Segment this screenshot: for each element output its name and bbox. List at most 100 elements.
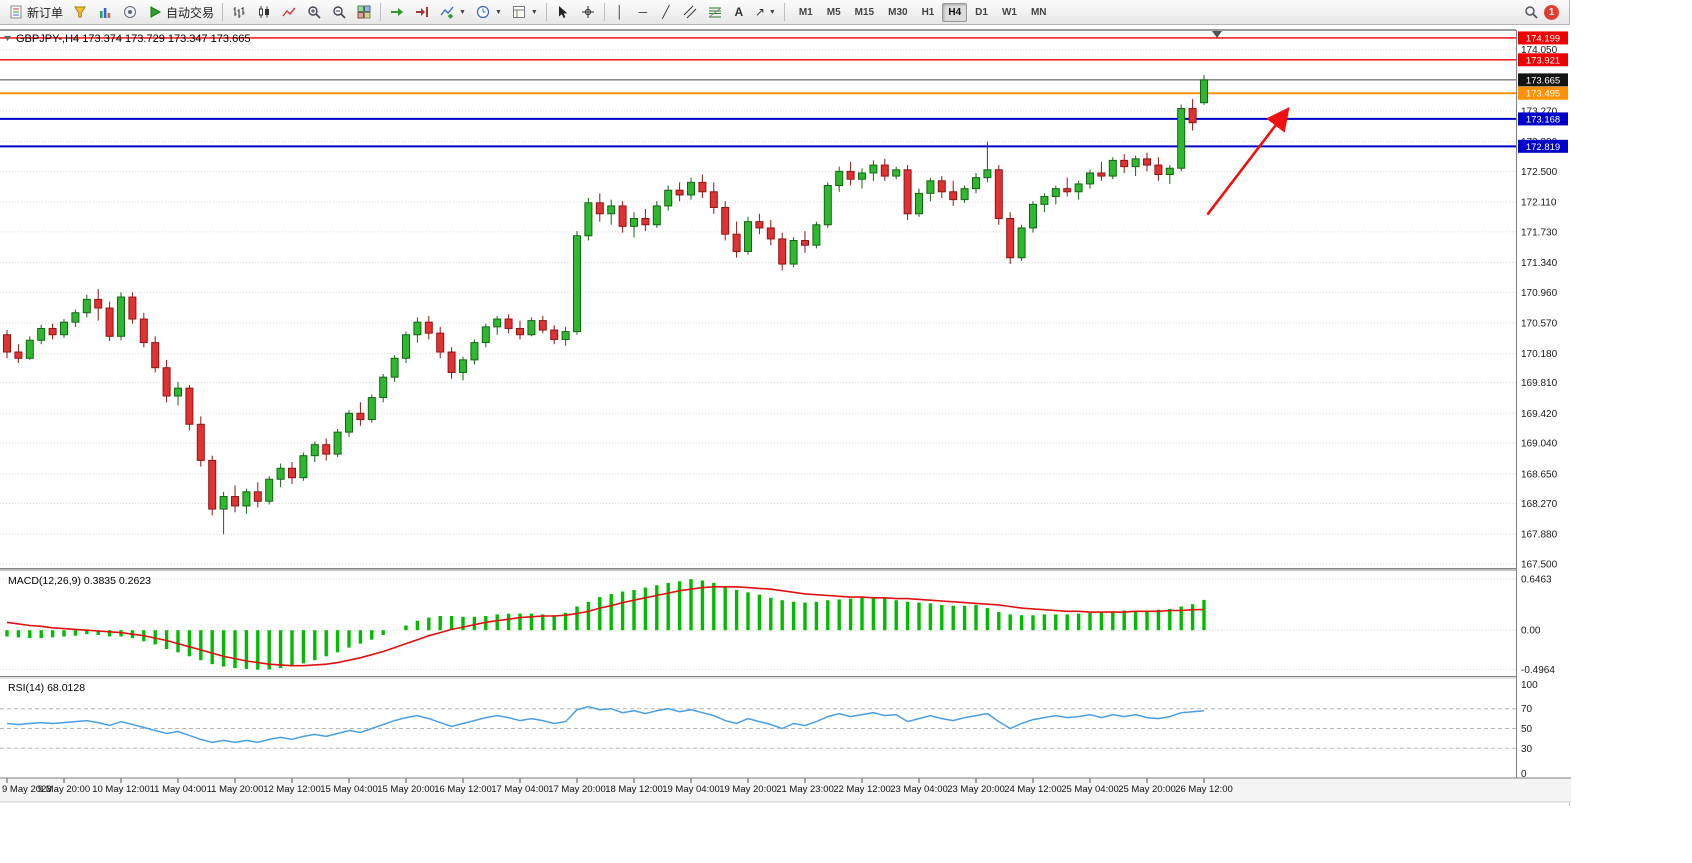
- svg-text:GBPJPY-,H4 173.374 173.729 17: GBPJPY-,H4 173.374 173.729 173.347 173.6…: [16, 33, 250, 45]
- zoom-in-button[interactable]: [302, 2, 326, 23]
- zoom-in-icon: [306, 4, 322, 20]
- toolbar-separator: [783, 3, 785, 21]
- channel-button[interactable]: [678, 2, 702, 23]
- svg-text:9 May 2023: 9 May 2023: [2, 784, 52, 795]
- auto-trading-icon: [147, 4, 163, 20]
- svg-text:30: 30: [1521, 744, 1533, 755]
- profiles-button[interactable]: [68, 2, 92, 23]
- vertical-line-icon: │: [616, 5, 624, 19]
- svg-text:100: 100: [1521, 680, 1538, 691]
- timeframe-button-m15[interactable]: M15: [854, 6, 875, 18]
- timeframe-button-m5[interactable]: M5: [826, 6, 841, 18]
- text-button[interactable]: A: [728, 2, 750, 23]
- macd-histogram: [5, 579, 1206, 670]
- svg-text:170.960: 170.960: [1521, 288, 1558, 299]
- dropdown-caret-icon: ▼: [459, 8, 466, 16]
- arrows-button[interactable]: ↗ ▼: [751, 2, 780, 23]
- timeframe-button-h4[interactable]: H4: [942, 2, 968, 22]
- navigator-icon: [122, 4, 138, 20]
- svg-text:172.110: 172.110: [1521, 198, 1557, 209]
- navigator-button[interactable]: [118, 2, 142, 23]
- svg-text:168.270: 168.270: [1521, 499, 1558, 510]
- toolbar-separator: [603, 3, 605, 21]
- svg-text:24 May 12:00: 24 May 12:00: [1004, 784, 1062, 795]
- svg-text:172.819: 172.819: [1526, 142, 1560, 153]
- svg-text:RSI(14) 68.0128: RSI(14) 68.0128: [8, 682, 85, 694]
- indicators-button[interactable]: ▼: [435, 2, 470, 23]
- candle-chart-type-icon: [256, 4, 272, 20]
- periods-clock-icon: [475, 4, 491, 20]
- new-order-button[interactable]: 新订单: [4, 2, 67, 23]
- crosshair-button[interactable]: [576, 2, 600, 23]
- svg-text:23 May 20:00: 23 May 20:00: [947, 784, 1005, 795]
- desktop-background: [1571, 0, 1692, 863]
- candle-chart-type-button[interactable]: [252, 2, 276, 23]
- svg-text:19 May 20:00: 19 May 20:00: [719, 784, 777, 795]
- horizontal-line-button[interactable]: ─: [632, 2, 654, 23]
- horizontal-line-icon: ─: [638, 5, 648, 19]
- crosshair-icon: [580, 4, 596, 20]
- new-order-label: 新订单: [27, 5, 64, 20]
- svg-text:167.880: 167.880: [1521, 530, 1558, 541]
- svg-text:-0.4964: -0.4964: [1521, 665, 1555, 676]
- templates-button[interactable]: ▼: [507, 2, 542, 23]
- vertical-line-button[interactable]: │: [609, 2, 631, 23]
- svg-text:26 May 12:00: 26 May 12:00: [1175, 784, 1233, 795]
- timeframe-button-m1[interactable]: M1: [798, 6, 813, 18]
- trendline-icon: ╱: [662, 5, 670, 19]
- macd-signal-line: [6, 585, 1205, 667]
- svg-text:171.340: 171.340: [1521, 258, 1558, 269]
- market-watch-icon: [97, 4, 113, 20]
- line-chart-type-icon: [281, 4, 297, 20]
- svg-text:174.199: 174.199: [1526, 33, 1560, 44]
- svg-text:22 May 12:00: 22 May 12:00: [833, 784, 891, 795]
- timeframe-button-m30[interactable]: M30: [888, 6, 908, 18]
- timeframe-button-d1[interactable]: D1: [975, 6, 988, 18]
- dropdown-caret-icon: ▼: [494, 8, 502, 16]
- zoom-out-button[interactable]: [327, 2, 351, 23]
- funnel-icon: [72, 4, 88, 20]
- svg-text:171.730: 171.730: [1521, 227, 1558, 238]
- search-icon: [1523, 4, 1539, 20]
- line-chart-type-button[interactable]: [277, 2, 301, 23]
- svg-text:15 May 20:00: 15 May 20:00: [377, 784, 435, 795]
- svg-text:172.500: 172.500: [1521, 167, 1558, 178]
- svg-text:11 May 20:00: 11 May 20:00: [207, 784, 264, 795]
- svg-text:16 May 12:00: 16 May 12:00: [434, 784, 492, 795]
- market-watch-button[interactable]: [93, 2, 117, 23]
- trendline-button[interactable]: ╱: [655, 2, 677, 23]
- timeframe-button-w1[interactable]: W1: [1001, 6, 1017, 18]
- rsi-line: [6, 705, 1205, 744]
- bar-chart-type-button[interactable]: [227, 2, 251, 23]
- svg-text:173.168: 173.168: [1526, 114, 1560, 125]
- timeframe-button-mn[interactable]: MN: [1030, 6, 1047, 18]
- timeframe-button-h1[interactable]: H1: [921, 6, 935, 18]
- svg-text:21 May 23:00: 21 May 23:00: [776, 784, 834, 795]
- trend-arrow-annotation: [1206, 107, 1290, 216]
- svg-text:170.180: 170.180: [1521, 349, 1558, 360]
- new-order-icon: [8, 4, 24, 20]
- time-axis-strip: [0, 778, 1572, 802]
- chart-shift-button[interactable]: [410, 2, 434, 23]
- price-chart-canvas[interactable]: 174.050173.270172.880172.500172.110171.7…: [0, 25, 1572, 803]
- svg-text:50: 50: [1521, 724, 1533, 735]
- toolbar-separator: [380, 3, 382, 21]
- auto-trading-button[interactable]: 自动交易: [143, 2, 218, 23]
- fibonacci-button[interactable]: [703, 2, 727, 23]
- periods-button[interactable]: ▼: [471, 2, 506, 23]
- dropdown-caret-icon: ▼: [768, 8, 776, 16]
- svg-text:167.500: 167.500: [1521, 560, 1558, 571]
- svg-text:19 May 04:00: 19 May 04:00: [662, 784, 720, 795]
- tile-windows-icon: [356, 4, 372, 20]
- auto-scroll-button[interactable]: [385, 2, 409, 23]
- auto-trading-label: 自动交易: [166, 5, 215, 20]
- channel-icon: [682, 4, 698, 20]
- search-button[interactable]: [1519, 2, 1543, 23]
- tile-windows-button[interactable]: [352, 2, 376, 23]
- chart-shift-marker: [1212, 31, 1222, 38]
- notification-badge[interactable]: 1: [1544, 4, 1559, 20]
- timeframe-buttons: M1 M5 M15 M30 H1 H4 D1 W1 MN: [793, 2, 1053, 22]
- svg-text:168.650: 168.650: [1521, 469, 1558, 480]
- cursor-button[interactable]: [551, 2, 575, 23]
- svg-text:0: 0: [1521, 769, 1527, 780]
